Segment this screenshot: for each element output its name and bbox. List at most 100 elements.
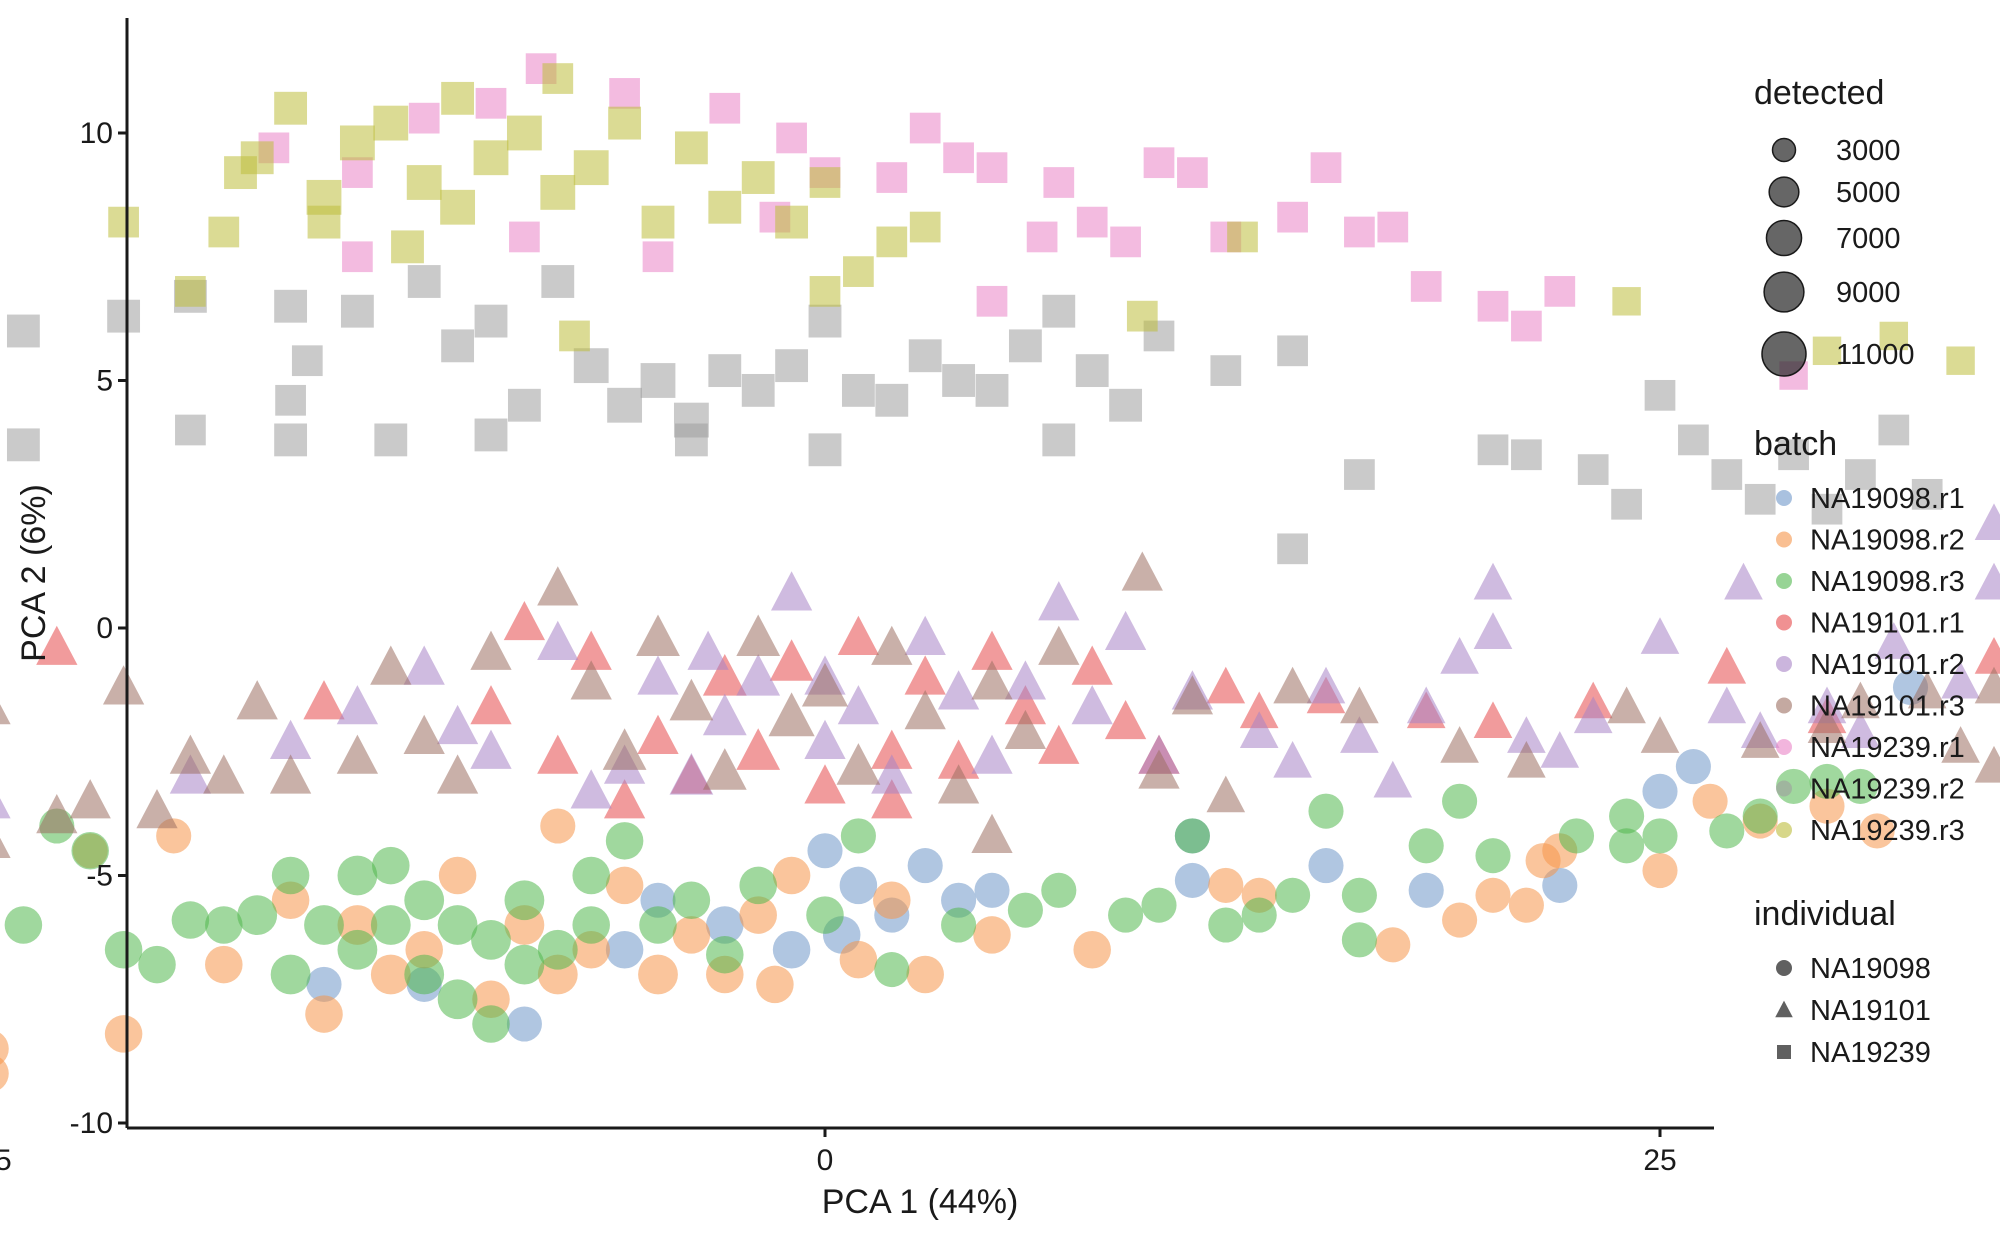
point-na19101-r3-37 xyxy=(1004,709,1047,750)
point-na19101-r3-41 xyxy=(1171,675,1214,715)
point-na19239-r2-12 xyxy=(607,387,643,423)
point-na19098-r3-25 xyxy=(739,866,777,905)
point-na19239-r2-23 xyxy=(975,373,1009,407)
point-na19101-r2-34 xyxy=(1473,612,1513,649)
point-na19101-r3-63 xyxy=(971,813,1013,854)
point-na19101-r3-29 xyxy=(736,614,781,657)
point-na19098-r2-6 xyxy=(370,954,411,995)
point-na19239-r2-47 xyxy=(6,428,40,462)
point-na19101-r2-9 xyxy=(570,769,612,809)
point-na19101-r3-40 xyxy=(1138,749,1180,789)
legend-individual-key-na19239 xyxy=(1777,1045,1791,1059)
legend-individual-key-na19098 xyxy=(1776,960,1792,976)
point-na19098-r2-0 xyxy=(0,1032,9,1065)
legend-size-label-2: 7000 xyxy=(1836,223,1901,255)
point-na19098-r2-14 xyxy=(638,954,678,995)
point-na19101-r2-33 xyxy=(1440,637,1479,674)
point-na19239-r3-11 xyxy=(473,140,509,176)
point-na19098-r2-2 xyxy=(104,1015,143,1053)
legend-individual-title: individual xyxy=(1754,895,1896,933)
legend-batch-label-na19098-r3: NA19098.r3 xyxy=(1810,566,1965,598)
point-na19101-r3-54 xyxy=(1974,666,2000,704)
point-na19101-r3-22 xyxy=(470,630,512,670)
point-na19239-r2-5 xyxy=(340,294,374,328)
point-na19101-r2-28 xyxy=(1273,740,1312,778)
point-na19101-r1-10 xyxy=(837,615,880,656)
point-na19239-r3-9 xyxy=(406,165,442,200)
y-axis-title: PCA 2 (6%) xyxy=(15,484,53,662)
point-na19239-r3-23 xyxy=(876,226,908,258)
point-na19239-r2-52 xyxy=(808,433,842,467)
point-na19098-r3-10 xyxy=(337,929,378,970)
point-na19239-r3-17 xyxy=(674,131,708,165)
legend-batch-key-na19101-r2 xyxy=(1776,656,1792,672)
point-na19239-r3-31 xyxy=(1879,321,1909,351)
point-na19101-r1-14 xyxy=(971,630,1013,670)
point-na19239-r2-22 xyxy=(942,364,976,397)
point-na19239-r2-38 xyxy=(1711,459,1743,490)
point-na19239-r3-8 xyxy=(373,105,409,141)
point-na19098-r3-22 xyxy=(605,822,644,860)
point-na19101-r2-8 xyxy=(537,620,579,660)
point-na19239-r3-39 xyxy=(441,81,475,115)
point-na19239-r3-7 xyxy=(339,125,375,161)
point-na19098-r1-8 xyxy=(907,848,943,884)
y-tick-label-4: 10 xyxy=(80,117,113,150)
point-na19239-r2-56 xyxy=(175,414,206,446)
point-na19101-r2-31 xyxy=(1373,760,1413,798)
point-na19239-r3-25 xyxy=(559,320,590,352)
point-na19101-r2-29 xyxy=(1306,666,1346,704)
point-na19098-r2-22 xyxy=(973,916,1011,954)
point-na19098-r3-24 xyxy=(672,881,711,920)
point-na19101-r1-31 xyxy=(537,734,579,774)
point-na19101-r1-24 xyxy=(1473,701,1513,739)
point-na19098-r2-39 xyxy=(205,945,243,984)
legend-size-circle-4 xyxy=(1761,331,1807,377)
point-na19239-r2-24 xyxy=(1008,329,1042,363)
point-na19101-r1-18 xyxy=(1104,699,1147,740)
x-tick-label-2: 25 xyxy=(1643,1144,1676,1177)
point-na19239-r3-19 xyxy=(741,161,775,194)
point-na19101-r3-34 xyxy=(904,690,946,730)
legend-individual: individual NA19098 NA19101 NA19239 xyxy=(1754,895,1931,1069)
point-na19101-r3-65 xyxy=(36,793,78,834)
point-na19098-r3-13 xyxy=(404,954,445,995)
point-na19101-r2-23 xyxy=(1071,685,1113,725)
point-na19101-r3-48 xyxy=(1640,716,1680,753)
point-na19239-r1-22 xyxy=(1377,211,1409,243)
point-na19101-r2-38 xyxy=(1573,696,1613,734)
point-na19239-r1-23 xyxy=(1410,271,1442,302)
point-na19239-r1-13 xyxy=(1043,167,1075,198)
point-na19101-r1-1 xyxy=(303,680,345,720)
point-na19101-r2-17 xyxy=(871,754,913,794)
point-na19098-r3-7 xyxy=(270,954,311,995)
point-na19101-r3-38 xyxy=(1038,625,1080,665)
point-na19101-r3-27 xyxy=(669,678,714,721)
point-na19101-r2-20 xyxy=(971,734,1013,774)
point-na19101-r3-24 xyxy=(570,660,612,700)
point-na19098-r3-42 xyxy=(1442,783,1478,819)
point-na19239-r1-20 xyxy=(1310,152,1342,184)
point-na19098-r2-26 xyxy=(1375,927,1411,963)
point-na19098-r2-3 xyxy=(305,995,343,1033)
legend-size-circle-3 xyxy=(1763,271,1805,313)
point-na19098-r3-33 xyxy=(1141,887,1177,923)
point-na19098-r3-40 xyxy=(1341,922,1377,958)
point-na19101-r1-16 xyxy=(1038,724,1080,764)
point-na19098-r3-34 xyxy=(1174,818,1210,854)
legend-batch-label-na19239-r3: NA19239.r3 xyxy=(1810,815,1965,847)
point-na19098-r3-35 xyxy=(1208,907,1244,943)
point-na19239-r1-12 xyxy=(976,152,1008,184)
point-na19098-r3-51 xyxy=(1809,763,1845,799)
point-na19101-r3-23 xyxy=(537,566,579,606)
point-na19101-r2-44 xyxy=(1874,622,1914,659)
point-na19101-r3-33 xyxy=(871,625,913,665)
point-na19098-r3-4 xyxy=(138,945,176,984)
point-na19098-r2-40 xyxy=(540,808,576,844)
legend-batch-title: batch xyxy=(1754,425,1837,463)
point-na19098-r3-43 xyxy=(1475,838,1511,874)
point-na19239-r2-15 xyxy=(708,354,742,388)
point-na19101-r2-10 xyxy=(637,655,679,695)
point-na19101-r3-44 xyxy=(1340,686,1379,724)
point-na19239-r3-24 xyxy=(909,211,941,243)
